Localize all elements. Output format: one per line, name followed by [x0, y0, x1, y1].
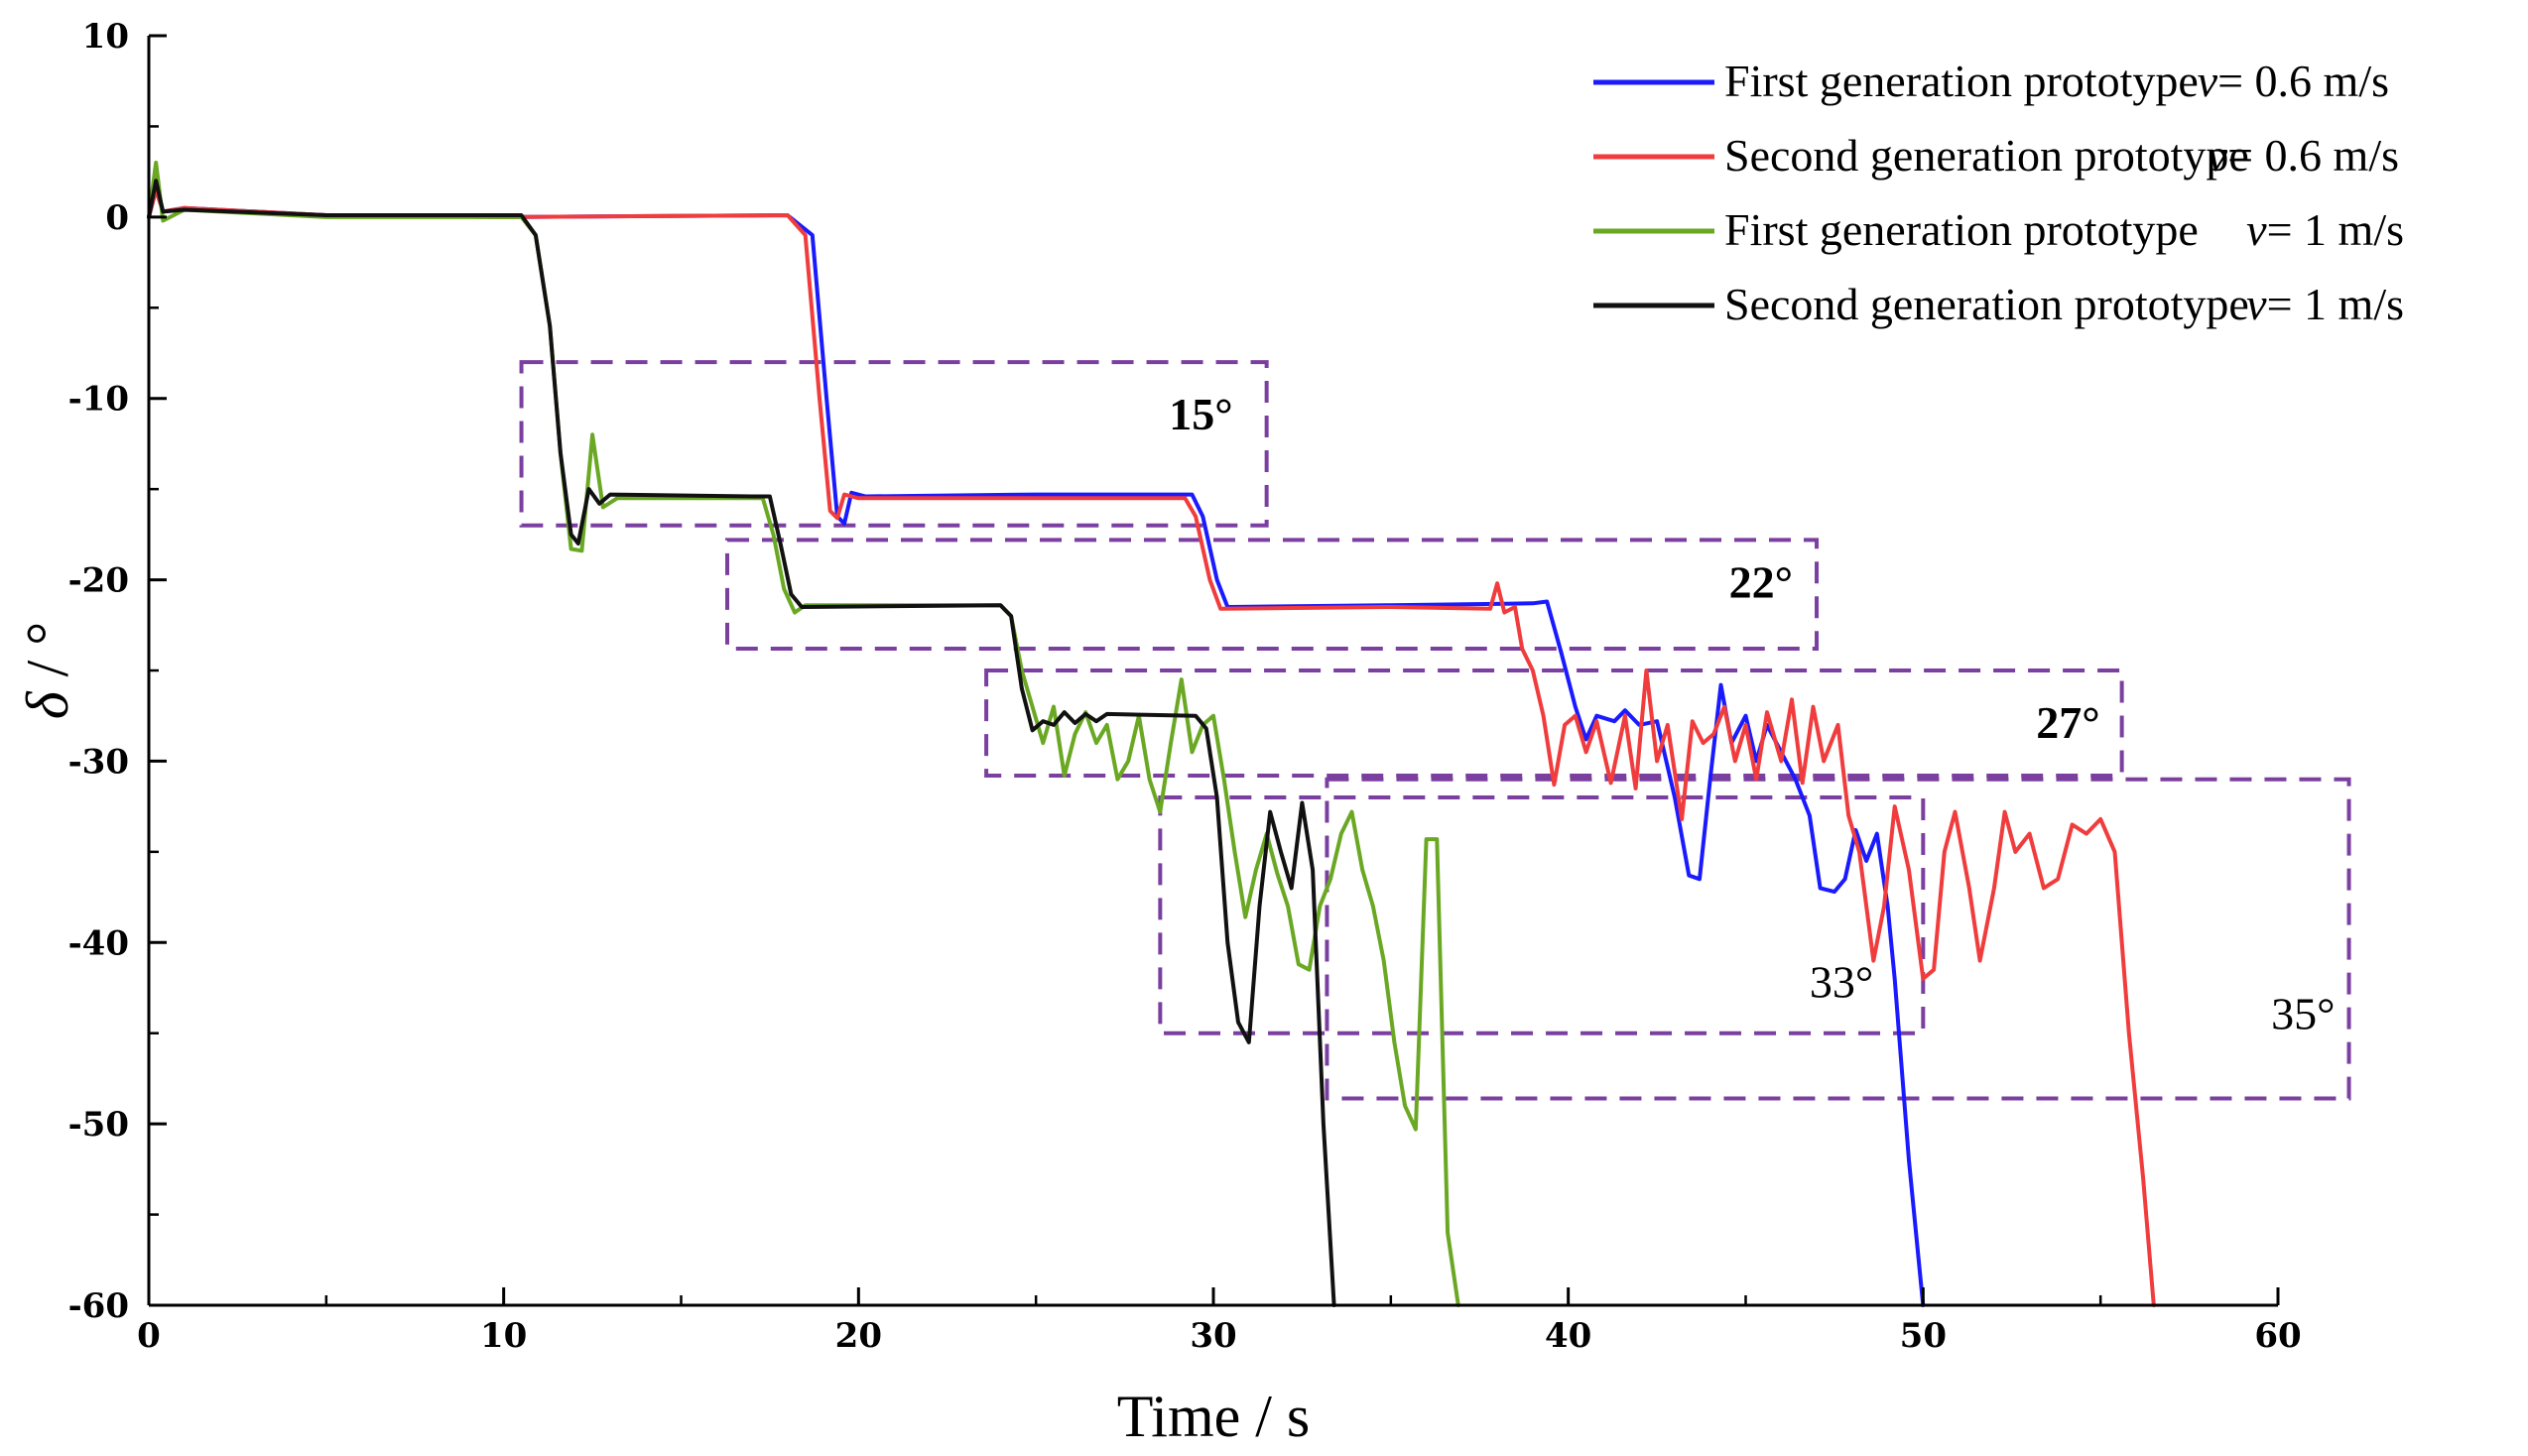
y-tick-label: 0: [105, 198, 129, 238]
annotation-box: [519, 360, 1269, 528]
annotation-label: 27°: [2036, 697, 2099, 748]
legend-speed-symbol: v: [2198, 56, 2218, 106]
legend-label: Second generation prototype: [1724, 130, 2249, 181]
legend-speed-symbol: v: [2208, 130, 2228, 181]
series-line: [147, 187, 1926, 1307]
annotation-label: 22°: [1729, 556, 1793, 607]
annotation-box: [984, 668, 2124, 779]
y-tick-label: -10: [68, 380, 129, 420]
annotation-label: 35°: [2271, 989, 2335, 1039]
x-tick-label: 10: [480, 1316, 527, 1356]
annotation-boxes: 15° 22° 27° 33° 35°: [519, 360, 2351, 1101]
legend-speed-symbol: v: [2246, 204, 2267, 255]
x-tick-label: 0: [137, 1316, 161, 1356]
y-tick-label: -60: [68, 1286, 129, 1326]
legend-speed-value: = 1 m/s: [2267, 279, 2404, 329]
legend-speed-value: = 1 m/s: [2267, 204, 2404, 255]
legend-label: First generation prototype: [1724, 204, 2199, 255]
annotation-label: 15°: [1169, 389, 1232, 439]
x-tick-label: 40: [1545, 1316, 1591, 1356]
y-tick-label: -50: [68, 1105, 129, 1145]
x-tick-label: 30: [1190, 1316, 1236, 1356]
legend-speed-value: = 0.6 m/s: [2217, 56, 2389, 106]
legend-speed: v= 0.6 m/s: [2198, 56, 2389, 106]
legend-speed: v= 1 m/s: [2246, 279, 2404, 329]
series-lines: [147, 161, 2156, 1307]
y-tick-label: -40: [68, 923, 129, 963]
ticks: 0 10 20 30 40 50 60 10 0 -10 -20 -30 -40 -50 -60: [68, 17, 2302, 1356]
legend-label: First generation prototype: [1724, 56, 2199, 106]
y-axis-symbol: δ: [15, 690, 80, 719]
x-axis-title: Time / s: [1117, 1384, 1311, 1449]
legend-speed: v= 0.6 m/s: [2208, 130, 2399, 181]
annotation-box: [724, 538, 1820, 652]
y-axis-title: δ / °: [15, 622, 80, 720]
series-line: [147, 187, 2156, 1307]
legend-speed-symbol: v: [2246, 279, 2267, 329]
legend-speed: v= 1 m/s: [2246, 204, 2404, 255]
y-tick-label: 10: [82, 17, 129, 57]
series-line: [147, 179, 1336, 1307]
annotation-box: [1158, 795, 1926, 1035]
y-axis-unit: / °: [15, 622, 80, 692]
y-tick-label: -20: [68, 561, 129, 601]
y-tick-label: -30: [68, 742, 129, 782]
legend-speed-value: = 0.6 m/s: [2227, 130, 2399, 181]
legend-label: Second generation prototype: [1724, 279, 2249, 329]
x-tick-label: 50: [1900, 1316, 1947, 1356]
x-tick-label: 20: [835, 1316, 882, 1356]
annotation-box: [1325, 777, 2351, 1101]
series-line: [147, 161, 1460, 1307]
x-tick-label: 60: [2254, 1316, 2301, 1356]
annotation-label: 33°: [1810, 957, 1873, 1008]
